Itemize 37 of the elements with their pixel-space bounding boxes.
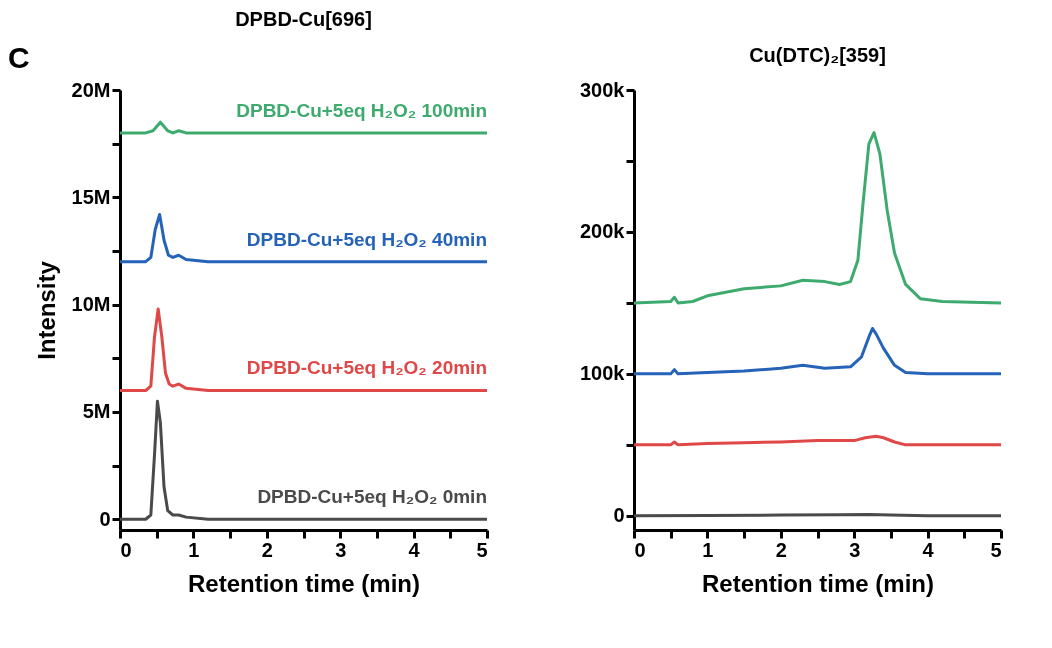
line-series [634,326,1001,376]
y-axis-title: Intensity [32,260,60,360]
y-tick-label: 0 [613,504,625,527]
x-tick-label: 3 [335,538,347,561]
series-label: DPBD-Cu+5eq H₂O₂ 100min [236,99,487,121]
line-series [634,434,1001,447]
x-axis-title: Retention time (min) [702,569,934,597]
x-tick-label: 1 [702,538,714,561]
text: C [8,41,30,74]
series-label: DPBD-Cu+5eq H₂O₂ 40min [246,228,487,250]
x-tick-label: 4 [922,538,935,561]
x-tick-label: 5 [990,538,1002,561]
y-tick-label: 200k [580,220,626,243]
x-axis-title: Retention time (min) [188,569,420,597]
y-tick-label: 20M [71,78,111,101]
line-series [120,399,487,521]
x-tick-label: 3 [849,538,861,561]
line-series [120,307,487,392]
x-tick-label: 0 [634,538,646,561]
y-tick-label: 100k [580,362,626,385]
y-tick-label: 0 [99,507,111,530]
y-tick-label: 15M [71,185,111,208]
y-tick-label: 10M [71,293,111,316]
line-series [634,131,1001,305]
line-series [120,212,487,264]
x-tick-label: 0 [120,538,132,561]
chart-title: Cu(DTC)₂[359] [749,44,886,66]
x-tick-label: 2 [261,538,273,561]
x-tick-label: 5 [476,538,488,561]
chart-title: DPBD-Cu[696] [235,8,372,30]
x-tick-label: 4 [408,538,421,561]
y-tick-label: 5M [82,400,111,423]
series-label: DPBD-Cu+5eq H₂O₂ 20min [246,357,487,379]
y-tick-label: 300k [580,78,626,101]
x-tick-label: 2 [775,538,787,561]
series-label: DPBD-Cu+5eq H₂O₂ 0min [257,486,487,508]
x-tick-label: 1 [188,538,200,561]
